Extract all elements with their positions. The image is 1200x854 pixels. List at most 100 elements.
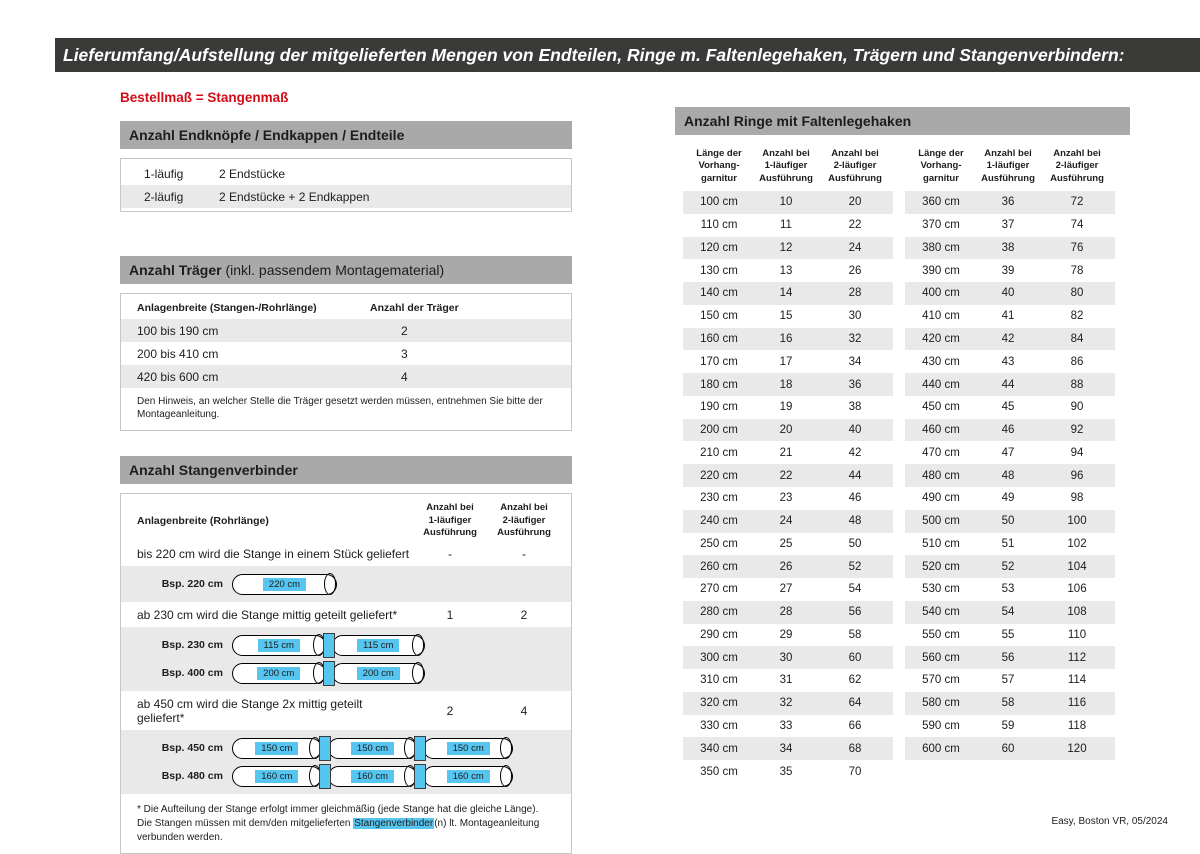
ring-count-2laeufig: 94 <box>1070 446 1084 459</box>
rod-example-row: Bsp. 450 cm 150 cm 150 cm 150 cm <box>121 734 571 762</box>
garnitur-length: 480 cm <box>922 469 960 482</box>
rod-connector-icon <box>318 735 331 761</box>
endteile-row: 1-läufig 2 Endstücke <box>121 162 571 185</box>
traeger-count: 4 <box>401 369 408 384</box>
section-header-ringe: Anzahl Ringe mit Faltenlegehaken <box>675 107 1130 135</box>
ring-count-2laeufig: 28 <box>848 287 862 300</box>
traeger-count: 2 <box>401 323 408 338</box>
ring-row: 570 cm 57 114 <box>905 669 1115 692</box>
ring-row: 510 cm 51 102 <box>905 533 1115 556</box>
ring-row: 210 cm 21 42 <box>683 441 893 464</box>
ring-table-header: Länge der Vorhang- garnitur Anzahl bei 1-… <box>683 140 893 191</box>
ring-count-1laeufig: 33 <box>779 720 793 733</box>
traeger-col2-header: Anzahl der Träger <box>370 302 459 314</box>
ring-count-1laeufig: 56 <box>1001 651 1015 664</box>
rod-example-row: Bsp. 230 cm 115 cm 115 cm <box>121 631 571 659</box>
garnitur-length: 340 cm <box>700 742 738 755</box>
garnitur-length: 320 cm <box>700 697 738 710</box>
ring-row: 200 cm 20 40 <box>683 418 893 442</box>
rod-example-band: Bsp. 220 cm 220 cm <box>121 566 571 603</box>
section-header-traeger: Anzahl Träger (inkl. passendem Montagema… <box>120 256 572 284</box>
ring-row: 260 cm 26 52 <box>683 555 893 579</box>
traeger-header-bold: Anzahl Träger <box>129 262 222 278</box>
verbinder-count-2laeufig: 2 <box>520 608 528 623</box>
anlagenbreite-range: 420 bis 600 cm <box>137 369 219 384</box>
verbinder-rule-text: bis 220 cm wird die Stange in einem Stüc… <box>137 547 410 562</box>
rod-segment: 150 cm <box>232 737 322 760</box>
ring-count-2laeufig: 102 <box>1067 537 1087 550</box>
ring-row: 310 cm 31 62 <box>683 669 893 692</box>
ring-count-2laeufig: 78 <box>1070 264 1084 277</box>
traeger-row: 420 bis 600 cm 4 <box>121 365 571 388</box>
garnitur-length: 410 cm <box>922 310 960 323</box>
ring-count-2laeufig: 88 <box>1070 378 1084 391</box>
rod-example-row: Bsp. 400 cm 200 cm 200 cm <box>121 659 571 687</box>
anlagenbreite-range: 200 bis 410 cm <box>137 346 219 361</box>
garnitur-length: 580 cm <box>922 697 960 710</box>
ring-count-1laeufig: 58 <box>1001 697 1015 710</box>
verbinder-rule-row: bis 220 cm wird die Stange in einem Stüc… <box>121 547 571 561</box>
ring-row: 500 cm 50 100 <box>905 509 1115 533</box>
ring-count-2laeufig: 80 <box>1070 287 1084 300</box>
ring-count-2laeufig: 60 <box>848 651 862 664</box>
ring-row: 550 cm 55 110 <box>905 624 1115 647</box>
ring-count-1laeufig: 57 <box>1001 674 1015 687</box>
endteile-table: 1-läufig 2 Endstücke 2-läufig 2 Endstücke +… <box>120 158 572 212</box>
segment-length-label: 160 cm <box>350 769 395 784</box>
lauf-type-label: 2-läufig <box>144 189 184 204</box>
ring-count-2laeufig: 98 <box>1070 492 1084 505</box>
traeger-table: Anlagenbreite (Stangen-/Rohrlänge) Anzah… <box>120 293 572 432</box>
garnitur-length: 360 cm <box>922 196 960 209</box>
garnitur-length: 280 cm <box>700 606 738 619</box>
ring-row: 330 cm 33 66 <box>683 715 893 738</box>
ring-count-2laeufig: 30 <box>848 310 862 323</box>
ring-row: 380 cm 38 76 <box>905 236 1115 260</box>
ring-count-2laeufig: 54 <box>848 583 862 596</box>
verbinder-count-2laeufig: 4 <box>520 704 528 719</box>
ring-row: 600 cm 60 120 <box>905 737 1115 761</box>
ring-count-1laeufig: 20 <box>779 424 793 437</box>
ring-count-2laeufig: 22 <box>848 219 862 232</box>
ring-count-2laeufig: 96 <box>1070 469 1084 482</box>
ring-row: 360 cm 36 72 <box>905 191 1115 214</box>
ring-row: 130 cm 13 26 <box>683 259 893 282</box>
ring-count-2laeufig: 70 <box>848 765 862 778</box>
garnitur-length: 530 cm <box>922 583 960 596</box>
rod-example-row: Bsp. 220 cm 220 cm <box>121 570 571 598</box>
rod-segment: 200 cm <box>232 662 326 685</box>
verbinder-rule-row: ab 450 cm wird die Stange 2x mittig gete… <box>121 697 571 725</box>
ring-count-2laeufig: 114 <box>1067 674 1087 687</box>
ring-count-2laeufig: 106 <box>1067 583 1087 596</box>
rod-example-label: Bsp. 220 cm <box>161 578 223 591</box>
ring-count-1laeufig: 12 <box>779 241 793 254</box>
garnitur-length: 140 cm <box>700 287 738 300</box>
garnitur-length: 120 cm <box>700 241 738 254</box>
ring-row: 280 cm 28 56 <box>683 600 893 624</box>
ring-count-1laeufig: 28 <box>779 606 793 619</box>
ring-col-header: Anzahl bei 1-läufiger Ausführung <box>759 148 813 184</box>
ring-count-1laeufig: 42 <box>1001 333 1015 345</box>
ring-count-1laeufig: 22 <box>779 469 793 482</box>
garnitur-length: 290 cm <box>700 628 738 641</box>
ring-count-1laeufig: 41 <box>1001 310 1015 323</box>
ring-count-2laeufig: 74 <box>1070 219 1084 232</box>
ring-count-1laeufig: 44 <box>1001 378 1015 391</box>
verbinder-rule-text: ab 450 cm wird die Stange 2x mittig gete… <box>137 697 363 726</box>
verbinder-count-1laeufig: - <box>448 547 452 562</box>
ring-row: 490 cm 49 98 <box>905 487 1115 510</box>
ring-row: 450 cm 45 90 <box>905 396 1115 419</box>
ring-count-1laeufig: 31 <box>779 674 793 687</box>
ring-row: 180 cm 18 36 <box>683 373 893 396</box>
ring-count-1laeufig: 10 <box>779 196 793 209</box>
endteile-value: 2 Endstücke + 2 Endkappen <box>219 189 370 204</box>
ring-count-2laeufig: 56 <box>848 606 862 619</box>
garnitur-length: 260 cm <box>700 560 738 573</box>
ring-row: 150 cm 15 30 <box>683 305 893 328</box>
ring-count-2laeufig: 92 <box>1070 424 1084 437</box>
ring-row: 140 cm 14 28 <box>683 282 893 305</box>
segment-length-label: 150 cm <box>446 741 490 756</box>
rod-segment: 220 cm <box>232 573 337 596</box>
garnitur-length: 190 cm <box>700 401 738 414</box>
verbinder-count-2laeufig: - <box>522 547 526 562</box>
rod-example-row: Bsp. 480 cm 160 cm 160 cm 160 cm <box>121 762 571 790</box>
